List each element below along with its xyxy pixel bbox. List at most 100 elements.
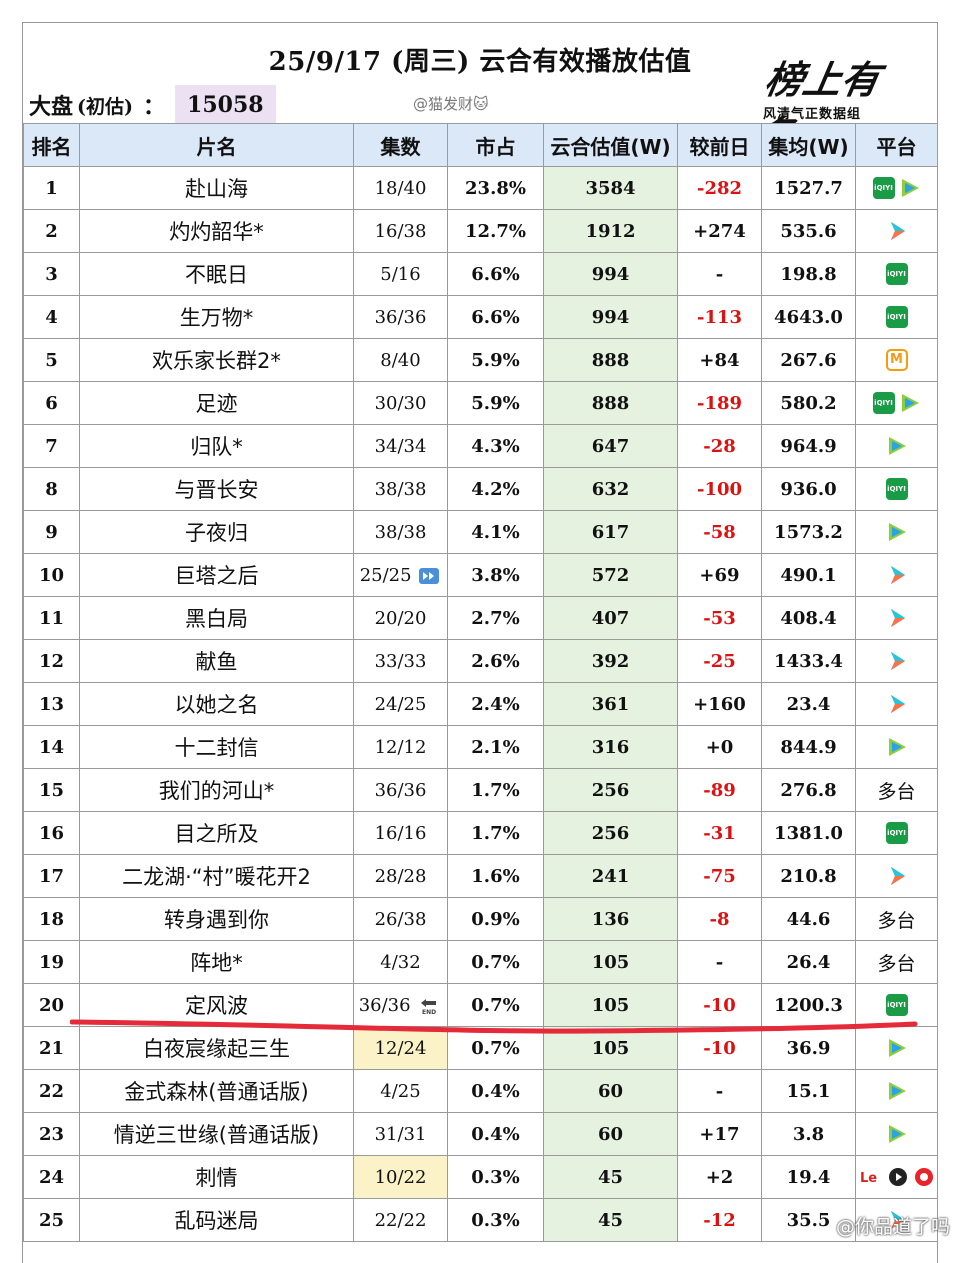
episodes-value: 36/36 [358,994,411,1016]
value-cell: 60 [543,1069,678,1113]
episodes-value: 26/38 [374,908,427,930]
iqiyi-icon: iQIYI [885,822,908,845]
end-icon: END [421,998,436,1015]
rank-cell: 1 [23,166,80,210]
title-cell: 阵地* [79,940,354,984]
episodes-value: 33/33 [374,650,427,672]
title-cell: 足迹 [79,381,354,425]
table-row: 15 我们的河山* 36/36 1.7% 256 -89 276.8 多台 [23,768,938,812]
platform-icons: iQIYI [855,467,938,511]
change-cell: -89 [677,768,762,812]
title-cell: 金式森林(普通话版) [79,1069,354,1113]
avg-cell: 964.9 [761,424,856,468]
table-row: 10 巨塔之后 25/25 3.8% 572 +69 490.1 [23,553,938,597]
episodes-value: 30/30 [374,392,427,414]
youku-icon [890,695,905,714]
episodes-value: 36/36 [374,306,427,328]
avg-cell: 1573.2 [761,510,856,554]
platform-icons [855,682,938,726]
avg-cell: 408.4 [761,596,856,640]
episodes-value: 36/36 [374,779,427,801]
share-cell: 0.9% [447,897,544,941]
value-cell: 994 [543,295,678,339]
change-cell: -100 [677,467,762,511]
platform-icons [855,424,938,468]
platform-icons: iQIYI [855,252,938,296]
ranking-sheet: 25/9/17 (周三) 云合有效播放估值 大盘 (初估) ： 15058 @猫… [22,22,938,1263]
change-cell: -10 [677,983,762,1027]
episodes-cell: 24/25 [353,682,448,726]
episodes-value: 5/16 [380,263,421,285]
share-cell: 2.6% [447,639,544,683]
share-cell: 0.3% [447,1198,544,1242]
episodes-cell: 12/12 [353,725,448,769]
avg-cell: 267.6 [761,338,856,382]
platform-icons [855,209,938,253]
episodes-cell: 10/22 [353,1155,448,1199]
table-row: 3 不眠日 5/16 6.6% 994-198.8 iQIYI [23,252,938,296]
platform-icons [855,1069,938,1113]
title-cell: 与晋长安 [79,467,354,511]
change-cell: +69 [677,553,762,597]
avg-cell: 26.4 [761,940,856,984]
rank-cell: 17 [23,854,80,898]
episodes-cell: 28/28 [353,854,448,898]
iqiyi-icon: iQIYI [885,478,908,501]
tencent-video-icon [901,179,919,198]
change-cell: - [677,252,762,296]
title-cell: 不眠日 [79,252,354,296]
table-row: 21 白夜宸缘起三生 12/24 0.7% 105 -10 36.9 [23,1026,938,1070]
share-cell: 4.3% [447,424,544,468]
platform-icons: iQIYI [855,983,938,1027]
platform-icons [855,1112,938,1156]
table-row: 11 黑白局 20/20 2.7% 407 -53 408.4 [23,596,938,640]
value-cell: 888 [543,381,678,425]
value-cell: 647 [543,424,678,468]
title-cell: 灼灼韶华* [79,209,354,253]
title-cell: 十二封信 [79,725,354,769]
episodes-value: 38/38 [374,521,427,543]
rank-cell: 15 [23,768,80,812]
change-cell: -189 [677,381,762,425]
value-cell: 60 [543,1112,678,1156]
rank-cell: 4 [23,295,80,339]
change-cell: +17 [677,1112,762,1156]
rank-cell: 9 [23,510,80,554]
col-rank: 排名 [23,123,80,167]
svg-text:END: END [422,1009,436,1015]
share-cell: 3.8% [447,553,544,597]
change-cell: +160 [677,682,762,726]
col-change: 较前日 [677,123,762,167]
title-cell: 归队* [79,424,354,468]
episodes-cell: 38/38 [353,467,448,511]
value-cell: 888 [543,338,678,382]
change-cell: -31 [677,811,762,855]
rank-cell: 3 [23,252,80,296]
value-cell: 572 [543,553,678,597]
change-cell: - [677,1069,762,1113]
rank-cell: 16 [23,811,80,855]
episodes-value: 18/40 [374,177,427,199]
platform-icons [855,725,938,769]
iqiyi-icon: iQIYI [872,392,895,415]
episodes-value: 12/12 [374,736,427,758]
col-name: 片名 [79,123,354,167]
value-cell: 256 [543,811,678,855]
value-cell: 617 [543,510,678,554]
platform-text: 多台 [855,768,938,812]
platform-text: 多台 [855,940,938,984]
platform-icons: M [855,338,938,382]
episodes-value: 16/38 [374,220,427,242]
avg-cell: 276.8 [761,768,856,812]
avg-cell: 1527.7 [761,166,856,210]
market-total: 大盘 (初估) ： 15058 [29,85,276,125]
table-row: 18 转身遇到你 26/38 0.9% 136 -8 44.6 多台 [23,897,938,941]
rank-cell: 11 [23,596,80,640]
rank-cell: 18 [23,897,80,941]
avg-cell: 23.4 [761,682,856,726]
value-cell: 361 [543,682,678,726]
value-cell: 105 [543,983,678,1027]
platform-text: 多台 [855,897,938,941]
table-row: 14 十二封信 12/12 2.1% 316 +0 844.9 [23,725,938,769]
table-row: 8 与晋长安 38/38 4.2% 632 -100 936.0 iQIYI [23,467,938,511]
